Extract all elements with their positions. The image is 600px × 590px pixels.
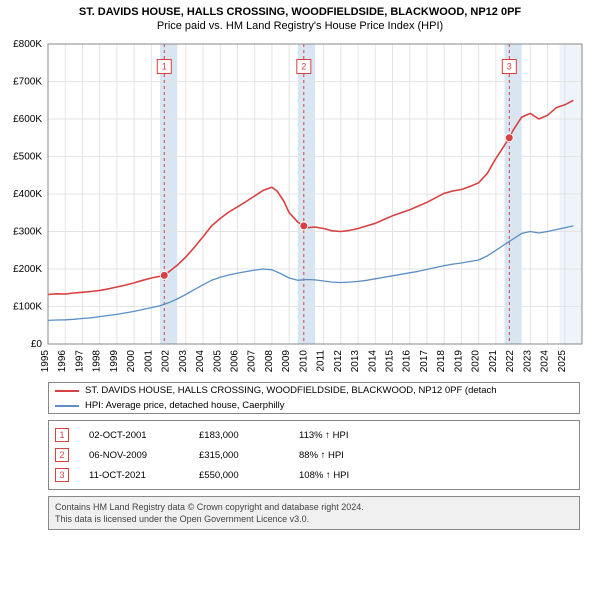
transaction-marker: 3 [55,468,69,482]
footer-line1: Contains HM Land Registry data © Crown c… [55,501,573,513]
svg-text:2: 2 [301,62,306,72]
svg-text:2001: 2001 [143,350,154,373]
svg-text:2011: 2011 [316,350,327,372]
svg-text:2018: 2018 [436,350,447,373]
transaction-date: 11-OCT-2021 [89,470,179,481]
svg-text:£600K: £600K [13,114,42,125]
svg-text:1999: 1999 [109,350,120,373]
svg-text:1998: 1998 [92,350,103,373]
svg-text:1: 1 [162,62,167,72]
svg-text:2019: 2019 [453,350,464,373]
transaction-price: £315,000 [199,450,279,461]
svg-text:2016: 2016 [402,350,413,373]
transaction-price: £550,000 [199,470,279,481]
transaction-pct: 113% ↑ HPI [299,430,409,441]
svg-text:2002: 2002 [161,350,172,373]
legend-swatch [55,405,79,407]
chart-title-block: ST. DAVIDS HOUSE, HALLS CROSSING, WOODFI… [0,0,600,34]
svg-text:3: 3 [507,62,512,72]
transaction-pct: 88% ↑ HPI [299,450,409,461]
svg-text:2010: 2010 [298,350,309,373]
svg-text:£400K: £400K [13,189,42,200]
svg-text:2025: 2025 [557,350,568,373]
transaction-row: 2 06-NOV-2009 £315,000 88% ↑ HPI [55,445,573,465]
legend-swatch [55,390,79,392]
svg-text:2023: 2023 [522,350,533,373]
svg-text:2017: 2017 [419,350,430,373]
svg-text:2024: 2024 [540,350,551,373]
transaction-date: 06-NOV-2009 [89,450,179,461]
transactions-table: 1 02-OCT-2001 £183,000 113% ↑ HPI 2 06-NOV-20… [48,420,580,490]
title-line1: ST. DAVIDS HOUSE, HALLS CROSSING, WOODFI… [8,6,592,18]
svg-text:2008: 2008 [264,350,275,373]
attribution-footer: Contains HM Land Registry data © Crown c… [48,496,580,530]
transaction-date: 02-OCT-2001 [89,430,179,441]
svg-text:1996: 1996 [57,350,68,373]
legend: ST. DAVIDS HOUSE, HALLS CROSSING, WOODFI… [48,382,580,414]
svg-text:2022: 2022 [505,350,516,373]
transaction-price: £183,000 [199,430,279,441]
svg-text:£300K: £300K [13,227,42,238]
svg-text:2013: 2013 [350,350,361,373]
svg-text:£500K: £500K [13,152,42,163]
svg-text:2006: 2006 [229,350,240,373]
legend-row: ST. DAVIDS HOUSE, HALLS CROSSING, WOODFI… [49,383,579,398]
svg-text:£100K: £100K [13,302,42,313]
transaction-marker: 2 [55,448,69,462]
svg-text:2012: 2012 [333,350,344,373]
transaction-marker: 1 [55,428,69,442]
chart-area: £0 £100K £200K £300K £400K £500K £600K £700K £80… [0,38,600,378]
svg-text:2021: 2021 [488,350,499,373]
svg-text:2007: 2007 [247,350,258,373]
svg-text:2005: 2005 [212,350,223,373]
transaction-row: 1 02-OCT-2001 £183,000 113% ↑ HPI [55,425,573,445]
svg-text:£800K: £800K [13,39,42,50]
transaction-row: 3 11-OCT-2021 £550,000 108% ↑ HPI [55,465,573,485]
svg-text:£200K: £200K [13,264,42,275]
legend-row: HPI: Average price, detached house, Caer… [49,398,579,413]
legend-label: HPI: Average price, detached house, Caer… [85,400,284,411]
svg-text:£0: £0 [31,339,43,350]
svg-text:2020: 2020 [471,350,482,373]
svg-text:1997: 1997 [74,350,85,373]
svg-text:2003: 2003 [178,350,189,373]
svg-text:2015: 2015 [385,350,396,373]
transaction-pct: 108% ↑ HPI [299,470,409,481]
svg-text:2014: 2014 [367,350,378,373]
price-chart: £0 £100K £200K £300K £400K £500K £600K £700K £80… [0,38,600,378]
title-line2: Price paid vs. HM Land Registry's House … [8,20,592,32]
svg-text:2009: 2009 [281,350,292,373]
svg-text:2000: 2000 [126,350,137,373]
svg-text:2004: 2004 [195,350,206,373]
svg-text:1995: 1995 [40,350,51,373]
legend-label: ST. DAVIDS HOUSE, HALLS CROSSING, WOODFI… [85,385,497,396]
footer-line2: This data is licensed under the Open Gov… [55,513,573,525]
svg-text:£700K: £700K [13,77,42,88]
